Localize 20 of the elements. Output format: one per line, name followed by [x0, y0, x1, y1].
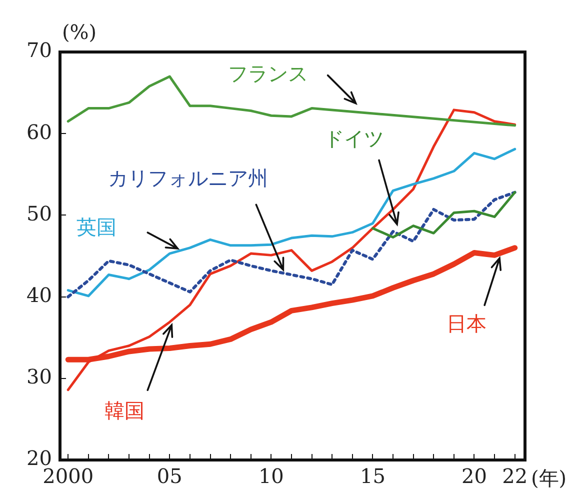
- y-axis-title: (%): [62, 20, 97, 44]
- x-tick-label: 2000: [42, 464, 94, 488]
- series-label: 韓国: [104, 398, 145, 422]
- series-label: 英国: [76, 214, 117, 239]
- y-tick-label: 70: [26, 38, 52, 62]
- series-label: 日本: [446, 311, 487, 336]
- y-tick-label: 30: [26, 364, 52, 389]
- text: ドイツ: [324, 126, 384, 150]
- x-axis-title: (年): [531, 466, 567, 490]
- y-tick-label: 60: [26, 120, 52, 144]
- y-tick-label: 40: [26, 283, 52, 308]
- line-series: [66, 190, 516, 298]
- y-tick-label: 50: [26, 201, 52, 226]
- text: カリフォルニア州: [108, 166, 268, 190]
- x-tick-label: 05: [156, 464, 182, 488]
- x-tick-label: 15: [360, 464, 386, 488]
- x-tick-label: 20: [462, 464, 487, 488]
- series-label: フランス: [228, 62, 308, 86]
- x-tick-label: 22: [502, 464, 528, 488]
- x-tick-label: 10: [258, 464, 284, 488]
